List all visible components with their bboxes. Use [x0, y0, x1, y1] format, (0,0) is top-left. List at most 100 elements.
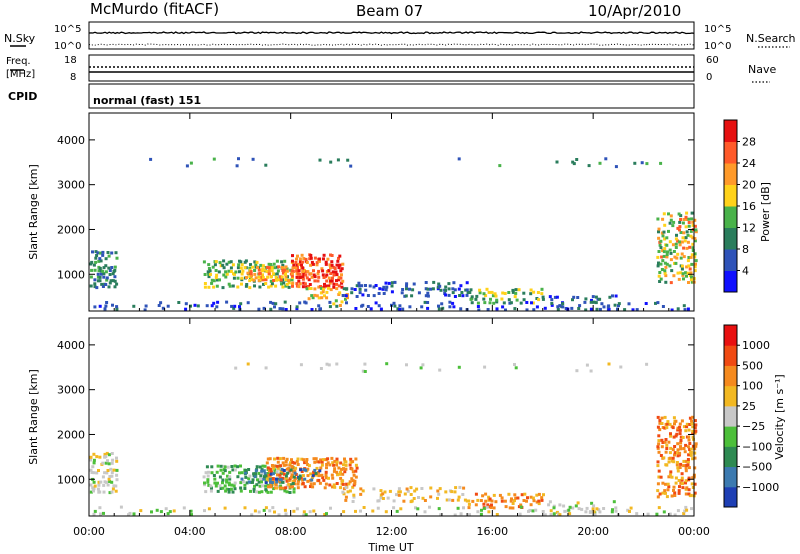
range-cell — [347, 482, 351, 486]
range-cell — [225, 478, 229, 482]
range-cell — [225, 480, 229, 484]
time-tick-label: 00:00 — [678, 525, 710, 538]
range-cell — [543, 306, 547, 310]
range-cell — [321, 290, 325, 294]
range-cell — [258, 484, 262, 488]
range-cell — [92, 263, 96, 267]
range-cell — [319, 307, 322, 311]
range-cell — [683, 509, 687, 513]
range-cell — [673, 255, 677, 259]
range-cell — [301, 482, 305, 485]
range-cell — [415, 487, 419, 491]
range-cell — [493, 292, 497, 296]
range-cell — [296, 482, 300, 486]
range-cell — [681, 486, 685, 490]
range-cell — [272, 487, 276, 491]
range-cell — [562, 504, 566, 508]
range-cell — [279, 486, 282, 490]
range-cell — [363, 362, 367, 366]
range-cell — [322, 285, 326, 289]
range-cell — [264, 278, 268, 282]
range-cell — [694, 230, 698, 234]
range-cell — [98, 490, 102, 494]
range-cell — [267, 272, 271, 276]
range-cell — [284, 308, 288, 311]
range-cell — [661, 217, 665, 221]
range-cell — [486, 503, 490, 507]
range-cell — [685, 425, 689, 429]
range-cell — [297, 279, 301, 283]
range-cell — [99, 269, 103, 273]
range-cell — [100, 282, 104, 286]
range-cell — [189, 161, 193, 165]
range-cell — [382, 285, 386, 289]
range-cell — [230, 483, 234, 487]
range-cell — [381, 492, 385, 496]
range-cell — [329, 288, 333, 292]
range-cell — [95, 471, 99, 475]
range-cell — [387, 281, 391, 285]
range-cell — [668, 451, 672, 455]
range-cell — [177, 301, 181, 304]
range-cell — [341, 262, 345, 266]
range-cell — [218, 475, 222, 479]
range-cell — [602, 507, 606, 510]
range-cell — [656, 445, 660, 449]
range-cell — [243, 487, 247, 490]
range-cell — [256, 478, 259, 482]
range-cell — [260, 468, 264, 472]
range-cell — [354, 307, 358, 310]
range-cell — [106, 251, 110, 254]
range-cell — [498, 164, 502, 168]
range-cell — [267, 285, 271, 289]
range-cell — [684, 469, 688, 473]
range-cell — [238, 270, 241, 274]
range-cell — [659, 475, 663, 479]
range-cell — [574, 504, 578, 508]
range-cell — [310, 294, 314, 298]
range-cell — [282, 469, 286, 472]
range-cell — [318, 469, 322, 473]
range-cell — [350, 467, 354, 471]
range-cell — [339, 470, 342, 474]
range-cell — [656, 264, 660, 268]
range-cell — [203, 285, 207, 289]
range-cell — [213, 477, 217, 481]
range-cell — [239, 260, 243, 264]
range-cell — [656, 425, 660, 429]
range-cell — [119, 505, 123, 509]
range-cell — [670, 308, 674, 312]
range-cell — [310, 275, 314, 279]
range-cell — [682, 277, 685, 281]
range-cell — [240, 471, 244, 475]
nave-tick-top: 60 — [706, 55, 719, 66]
range-cell — [233, 468, 237, 472]
range-cell — [264, 488, 268, 492]
range-cell — [342, 510, 346, 514]
range-cell — [110, 480, 114, 484]
range-cell — [426, 306, 430, 310]
range-cell — [292, 509, 296, 513]
range-cell — [190, 513, 193, 517]
range-cell — [102, 275, 106, 279]
range-cell — [668, 240, 672, 244]
range-cell — [330, 260, 334, 264]
range-cell — [324, 284, 328, 288]
range-cell — [437, 304, 440, 308]
range-cell — [328, 300, 332, 304]
range-cell — [670, 494, 674, 498]
range-cell — [377, 304, 381, 308]
range-cell — [249, 270, 253, 274]
range-cell — [659, 262, 663, 266]
y-tick-label: 3000 — [57, 179, 85, 192]
range-cell — [290, 278, 294, 282]
range-cell — [249, 263, 252, 267]
range-cell — [690, 422, 694, 425]
range-cell — [661, 491, 665, 495]
range-cell — [678, 228, 681, 232]
range-cell — [674, 434, 678, 438]
range-cell — [660, 268, 664, 271]
range-cell — [262, 268, 266, 272]
range-cell — [115, 307, 119, 311]
range-cell — [227, 282, 231, 286]
